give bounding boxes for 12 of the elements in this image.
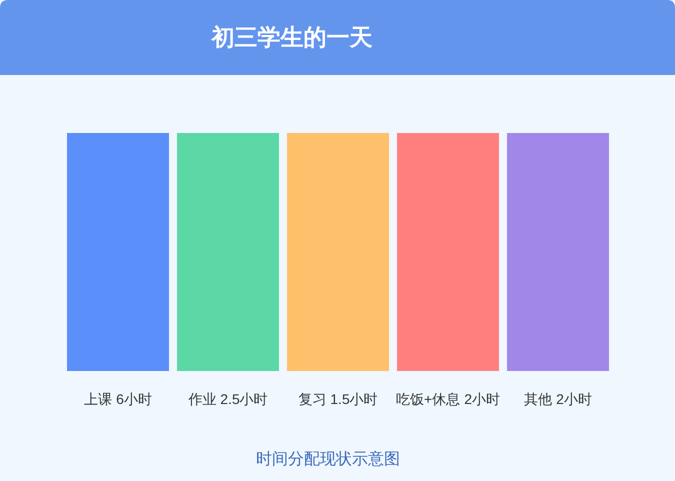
value-label: 6小时 [116, 391, 152, 407]
category-label: 复习 [298, 391, 326, 407]
value-label: 1.5小时 [330, 391, 378, 407]
value-label: 2.5小时 [220, 391, 268, 407]
value-label: 2小时 [556, 391, 592, 407]
value-label: 2小时 [464, 391, 500, 407]
category-label: 上课 [84, 391, 112, 407]
category-label: 吃饭+休息 [396, 391, 460, 407]
category-label: 其他 [524, 391, 552, 407]
text: 时间分配现状示意图 [256, 450, 400, 468]
text: 初三学生的一天 [210, 24, 372, 50]
category-label: 作业 [188, 391, 216, 407]
